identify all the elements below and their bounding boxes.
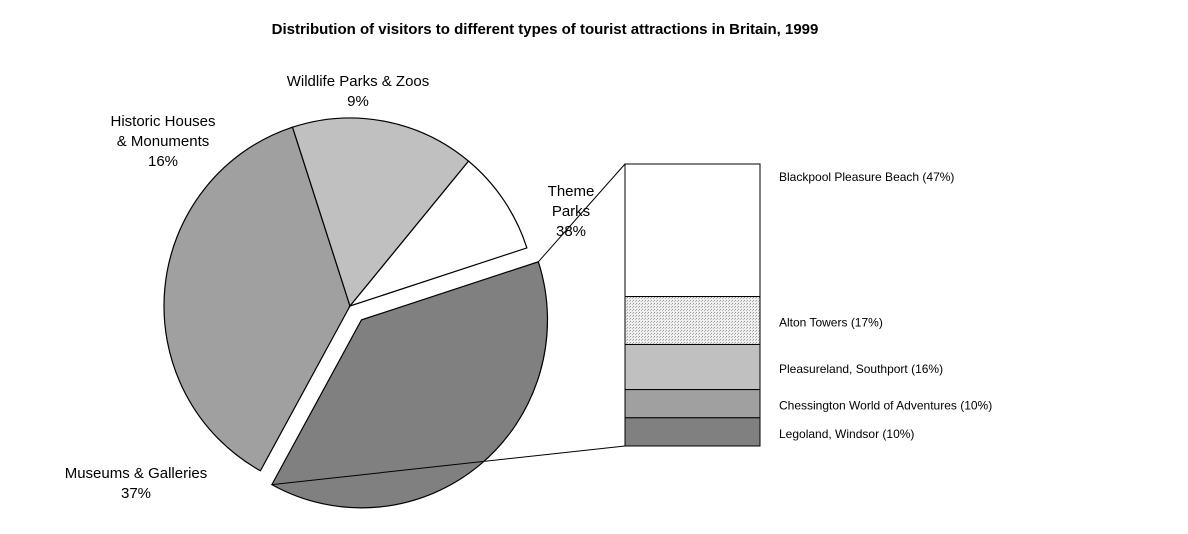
bar-label-2: Alton Towers (17%) [779,316,883,330]
pie-label-theme-parks: Theme Parks 38% [548,183,595,240]
pie-label-historic-houses-monuments: Historic Houses & Monuments 16% [110,113,215,170]
connector-line-top [537,163,626,263]
connector-lines [271,163,626,486]
bar-segment-4 [624,389,761,419]
pie-slice-museums-galleries [163,126,351,472]
pie-label-museums-galleries: Museums & Galleries 37% [65,465,208,502]
bar-label-1: Blackpool Pleasure Beach (47%) [779,170,954,184]
bar-label-4: Chessington World of Adventures (10%) [779,399,992,413]
bar-legend: Blackpool Pleasure Beach (47%) Alton Towe… [779,170,992,441]
chart-title: Distribution of visitors to different ty… [272,21,819,38]
bar-label-3: Pleasureland, Southport (16%) [779,362,943,376]
pie-chart: Theme Parks 38% Museums & Galleries 37% Histo… [65,73,595,509]
connector-line-bottom [271,445,626,486]
pie-slice-theme-parks [271,261,549,509]
pie-slice-wildlife-parks-zoos [348,160,528,308]
pie-slice-historic-houses-monuments [291,117,470,308]
bar-segment-5 [624,417,761,447]
bar-segment-1 [624,163,761,298]
bar-segment-2 [624,296,761,345]
pie-label-wildlife-parks-zoos: Wildlife Parks & Zoos 9% [287,73,430,110]
bar-label-5: Legoland, Windsor (10%) [779,427,914,441]
stacked-bar [624,163,761,447]
bar-segment-3 [624,343,761,391]
